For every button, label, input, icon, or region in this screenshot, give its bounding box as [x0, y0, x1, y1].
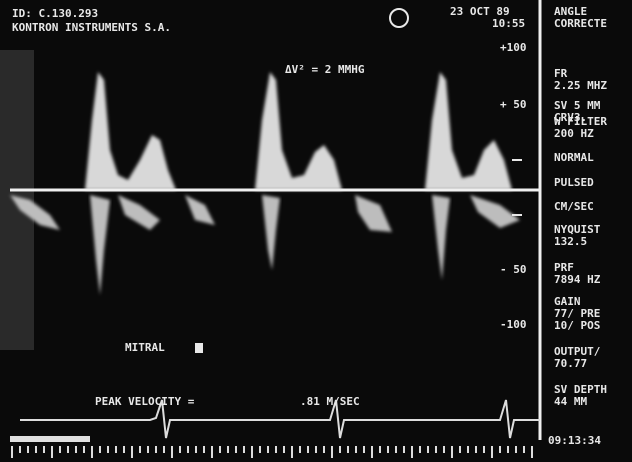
peak-velocity-label: PEAK VELOCITY = — [95, 395, 195, 408]
parameter-text: 10/ POS — [554, 319, 600, 332]
parameter-text: CORRECTE — [554, 17, 607, 30]
scale-label: - 50 — [500, 263, 527, 276]
footer-time: 09:13:34 — [548, 434, 601, 447]
parameter-text: 70.77 — [554, 357, 587, 370]
parameter-text: NORMAL — [554, 151, 594, 164]
pressure-gradient: ΔV² = 2 MMHG — [285, 63, 365, 76]
parameter-text: 200 HZ — [554, 127, 594, 140]
footer-bar — [10, 436, 90, 442]
doppler-screen: ID: C.130.293 KONTRON INSTRUMENTS S.A. 2… — [0, 0, 632, 462]
patient-id: ID: C.130.293 — [12, 7, 98, 20]
parameter-text: 132.5 — [554, 235, 587, 248]
peak-velocity-value: .81 M/SEC — [300, 395, 360, 408]
scale-label: + 50 — [500, 98, 527, 111]
valve-label: MITRAL — [125, 341, 165, 354]
cursor — [195, 343, 203, 353]
parameter-text: PULSED — [554, 176, 594, 189]
parameter-text: 2.25 MHZ — [554, 79, 607, 92]
scale-label: -100 — [500, 318, 527, 331]
parameter-text: 44 MM — [554, 395, 587, 408]
scale-label: +100 — [500, 41, 527, 54]
company: KONTRON INSTRUMENTS S.A. — [12, 21, 171, 34]
parameter-text: CM/SEC — [554, 200, 594, 213]
parameter-text: 7894 HZ — [554, 273, 601, 286]
time: 10:55 — [492, 17, 525, 30]
